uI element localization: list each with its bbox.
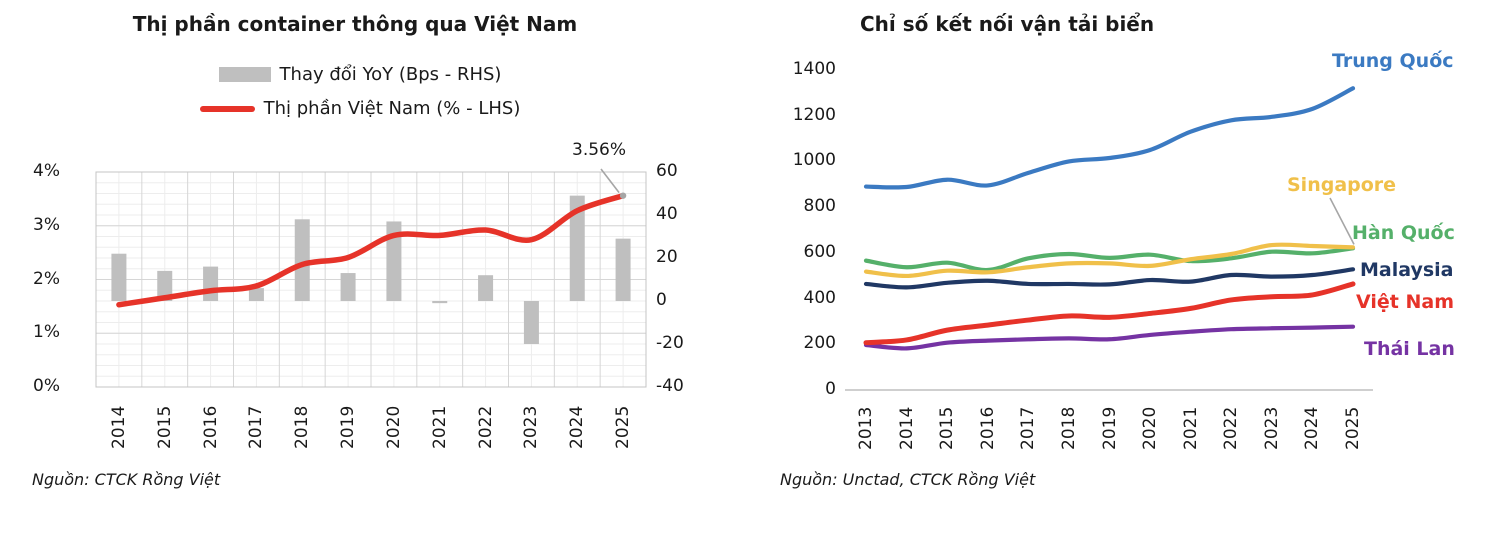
left-axis-tick: 4% — [33, 161, 60, 181]
x-axis-year-label: 2017 — [246, 405, 267, 449]
bar-2024 — [569, 195, 585, 301]
right-chart-y-tick: 1200 — [792, 104, 836, 125]
x-axis-year-label: 2023 — [521, 405, 542, 449]
right-chart-title: Chỉ số kết nối vận tải biển — [860, 12, 1155, 36]
bar-swatch-icon — [218, 67, 271, 82]
bar-2015 — [157, 270, 173, 301]
right-chart-y-tick: 1400 — [792, 59, 836, 79]
x-axis-year-label: 2020 — [383, 405, 404, 449]
bar-2023 — [523, 301, 539, 344]
right-chart-year-label: 2024 — [1302, 406, 1323, 450]
legend-item-line: Thị phần Việt Nam (% - LHS) — [199, 98, 521, 119]
x-axis-year-label: 2015 — [154, 405, 175, 449]
right-chart-year-label: 2014 — [896, 406, 917, 450]
line-malaysia — [863, 267, 1356, 290]
line-trung-quoc — [863, 86, 1356, 190]
line-swatch-icon — [199, 105, 255, 112]
line-thai-lan — [863, 324, 1356, 351]
right-chart-y-tick: 800 — [803, 196, 836, 217]
line-singapore — [863, 242, 1356, 279]
bar-2014 — [111, 253, 127, 301]
right-axis-tick: -20 — [656, 333, 684, 353]
right-chart-year-label: 2015 — [937, 406, 958, 450]
bar-2016 — [203, 266, 219, 301]
right-chart-year-label: 2018 — [1058, 406, 1079, 450]
line-viet-nam — [863, 281, 1356, 346]
series-label-thai-lan: Thái Lan — [1364, 338, 1455, 360]
singapore-leader-line — [1329, 197, 1355, 245]
right-axis-tick: 40 — [656, 204, 678, 224]
left-axis-tick: 2% — [33, 268, 60, 289]
bar-2021 — [432, 301, 448, 304]
right-chart-year-label: 2023 — [1261, 406, 1282, 450]
right-axis-tick: 0 — [656, 290, 667, 310]
x-axis-year-label: 2025 — [613, 405, 634, 449]
line-han-quoc — [863, 246, 1356, 273]
right-chart-year-label: 2025 — [1343, 406, 1363, 450]
bar-2020 — [386, 221, 402, 301]
right-chart-year-label: 2020 — [1140, 406, 1161, 450]
right-chart-y-tick: 1000 — [792, 150, 836, 171]
series-label-singapore: Singapore — [1287, 174, 1397, 196]
right-chart-source: Nguồn: Unctad, CTCK Rồng Việt — [780, 470, 1036, 489]
bar-2018 — [294, 219, 310, 301]
right-axis-tick: 20 — [656, 247, 678, 267]
right-chart-year-label: 2022 — [1221, 406, 1242, 450]
x-axis-year-label: 2014 — [108, 405, 129, 449]
vietnam-share-line — [116, 192, 626, 308]
left-chart-source: Nguồn: CTCK Rồng Việt — [32, 470, 221, 489]
last-point-annotation: 3.56% — [572, 140, 627, 160]
annotation-leader-line — [600, 168, 620, 194]
right-chart-year-label: 2017 — [1018, 406, 1039, 450]
legend-label-line: Thị phần Việt Nam (% - LHS) — [263, 98, 521, 119]
right-chart-year-label: 2013 — [856, 406, 876, 450]
series-label-viet-nam: Việt Nam — [1356, 291, 1454, 313]
bar-2025 — [615, 238, 631, 301]
right-axis-tick: 60 — [656, 161, 678, 181]
bar-2017 — [248, 288, 264, 301]
left-axis-tick: 3% — [33, 214, 60, 235]
x-axis-year-label: 2016 — [200, 405, 221, 449]
left-axis-tick: 1% — [33, 322, 60, 343]
last-point-marker — [619, 192, 627, 199]
right-chart-year-label: 2021 — [1180, 406, 1201, 450]
right-axis-tick: -40 — [656, 376, 684, 396]
x-axis-year-label: 2018 — [292, 405, 313, 449]
x-axis-year-label: 2021 — [429, 405, 450, 449]
right-chart-year-label: 2019 — [1099, 406, 1120, 450]
series-label-malaysia: Malaysia — [1360, 259, 1454, 281]
series-label-han-quoc: Hàn Quốc — [1352, 222, 1455, 244]
right-chart-y-tick: 200 — [803, 333, 836, 354]
bar-2019 — [340, 273, 356, 301]
bar-2022 — [478, 275, 494, 301]
right-chart-y-tick: 400 — [803, 287, 836, 308]
right-chart-y-tick: 600 — [803, 241, 836, 262]
legend-item-bars: Thay đổi YoY (Bps - RHS) — [218, 64, 502, 85]
left-chart-title: Thị phần container thông qua Việt Nam — [132, 12, 578, 36]
left-chart-legend: Thay đổi YoY (Bps - RHS) Thị phần Việt N… — [80, 64, 640, 119]
x-axis-year-label: 2024 — [567, 405, 588, 449]
x-axis-year-label: 2022 — [475, 405, 496, 449]
plot-border — [95, 171, 647, 388]
series-label-trung-quoc: Trung Quốc — [1332, 50, 1454, 72]
right-chart-y-tick: 0 — [825, 379, 836, 399]
legend-label-bars: Thay đổi YoY (Bps - RHS) — [279, 64, 502, 85]
x-axis-year-label: 2019 — [338, 405, 359, 449]
left-axis-tick: 0% — [33, 376, 60, 396]
right-chart-year-label: 2016 — [977, 406, 998, 450]
